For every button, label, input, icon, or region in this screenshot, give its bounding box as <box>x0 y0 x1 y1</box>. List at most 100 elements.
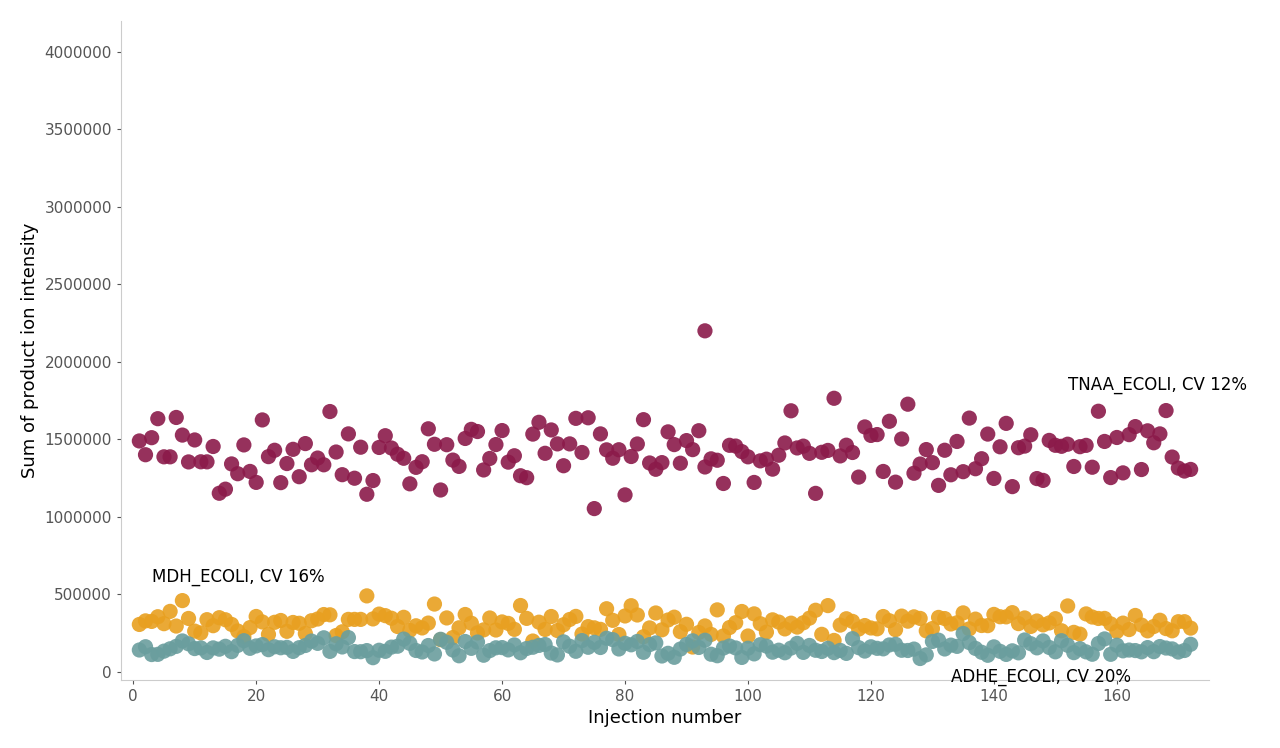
Point <box>922 636 942 648</box>
Point <box>867 623 887 635</box>
Point <box>239 622 260 634</box>
Point <box>412 456 433 468</box>
Point <box>1009 647 1029 659</box>
Point <box>443 631 463 643</box>
Point <box>682 641 703 653</box>
Point <box>1088 613 1108 625</box>
Point <box>965 613 986 625</box>
Point <box>1132 464 1152 476</box>
Point <box>609 628 630 640</box>
Point <box>559 438 580 450</box>
Point <box>406 462 426 473</box>
Point <box>634 414 654 426</box>
Point <box>719 622 740 634</box>
Point <box>1039 617 1060 629</box>
Point <box>621 600 641 612</box>
Point <box>682 635 703 647</box>
Point <box>855 619 876 631</box>
Text: TNAA_ECOLI, CV 12%: TNAA_ECOLI, CV 12% <box>1068 376 1247 394</box>
Point <box>492 425 512 437</box>
Point <box>215 483 236 495</box>
Point <box>763 614 783 626</box>
Point <box>1082 462 1102 473</box>
Point <box>184 625 205 637</box>
Point <box>671 625 691 637</box>
Point <box>344 472 365 484</box>
Point <box>461 423 481 435</box>
Point <box>388 640 408 652</box>
Point <box>1014 634 1034 646</box>
Point <box>774 437 795 449</box>
Point <box>829 619 850 631</box>
Point <box>1156 642 1176 654</box>
Point <box>645 637 666 649</box>
Text: MDH_ECOLI, CV 16%: MDH_ECOLI, CV 16% <box>151 568 324 586</box>
Point <box>584 637 604 649</box>
Point <box>640 622 660 634</box>
Point <box>406 620 426 632</box>
Point <box>215 640 236 652</box>
Point <box>166 640 187 652</box>
Point <box>934 444 955 456</box>
Point <box>849 642 869 654</box>
Point <box>129 619 150 631</box>
Point <box>1088 405 1108 417</box>
Point <box>1162 451 1183 463</box>
Y-axis label: Sum of product ion intensity: Sum of product ion intensity <box>20 222 38 478</box>
Point <box>320 646 340 657</box>
Point <box>209 487 229 499</box>
Point <box>1002 607 1023 619</box>
Point <box>1039 435 1060 447</box>
Point <box>535 447 556 459</box>
Point <box>744 476 764 488</box>
Point <box>1101 471 1121 483</box>
Point <box>1143 621 1164 633</box>
Point <box>614 489 635 501</box>
Point <box>959 412 979 424</box>
Point <box>689 642 709 654</box>
Point <box>147 611 168 623</box>
Point <box>1009 618 1029 630</box>
Point <box>726 616 746 628</box>
Point <box>320 609 340 621</box>
Point <box>676 435 696 447</box>
Point <box>1174 465 1194 477</box>
Point <box>375 429 396 441</box>
Point <box>332 626 352 638</box>
Point <box>996 649 1016 660</box>
Point <box>763 463 783 475</box>
Point <box>922 457 942 469</box>
Point <box>1046 439 1066 451</box>
Point <box>454 609 475 621</box>
Point <box>1094 435 1115 447</box>
Point <box>301 615 321 627</box>
Point <box>978 619 998 631</box>
Point <box>1076 608 1097 620</box>
Point <box>239 643 260 654</box>
Point <box>566 646 586 657</box>
Point <box>454 636 475 648</box>
Point <box>221 646 242 657</box>
Point <box>326 630 347 642</box>
Point <box>774 623 795 635</box>
Point <box>239 465 260 477</box>
Point <box>270 615 291 627</box>
Point <box>812 447 832 459</box>
Point <box>1033 619 1053 631</box>
Point <box>381 641 402 653</box>
Point <box>332 469 352 481</box>
Point <box>221 619 242 631</box>
Point <box>1149 614 1170 626</box>
Point <box>707 454 727 466</box>
Point <box>603 614 623 626</box>
Point <box>652 650 672 662</box>
Point <box>1156 405 1176 417</box>
Point <box>204 441 224 453</box>
Point <box>572 628 593 640</box>
Point <box>965 463 986 475</box>
Point <box>228 468 248 479</box>
Point <box>529 616 549 628</box>
Point <box>332 641 352 653</box>
Point <box>252 414 273 426</box>
Point <box>1180 464 1201 476</box>
